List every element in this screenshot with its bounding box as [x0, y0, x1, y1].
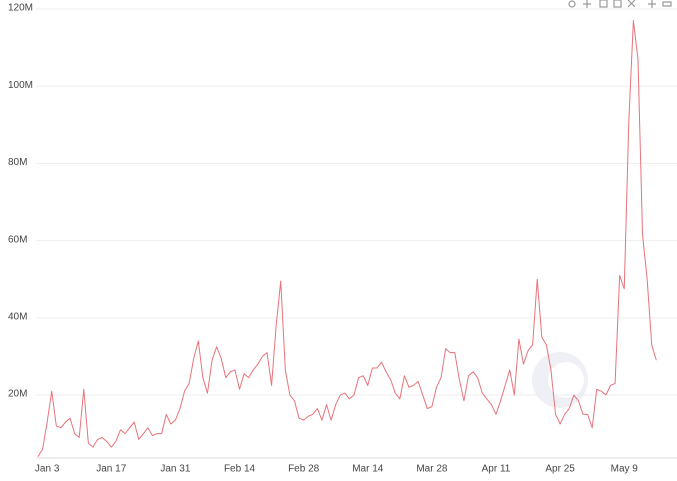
y-tick-label: 20M [8, 389, 27, 400]
zoom-out-icon[interactable] [613, 0, 622, 8]
reset-icon[interactable] [627, 0, 636, 8]
line-series [37, 20, 657, 458]
grid: 20M 40M 60M 80M 100M 120M Jan 3 Jan 17 Jan 31 Feb… [8, 3, 677, 475]
select-icon[interactable] [648, 0, 656, 8]
pan-icon[interactable] [583, 0, 591, 8]
plot [37, 20, 657, 458]
menu-icon[interactable] [662, 1, 672, 7]
watermark [532, 352, 588, 408]
y-tick-label: 40M [8, 311, 27, 322]
y-tick-label: 120M [8, 3, 33, 14]
toolbar [568, 0, 672, 8]
x-tick-label: Feb 28 [288, 464, 320, 475]
x-tick-label: May 9 [611, 464, 639, 475]
x-tick-label: Mar 14 [352, 464, 384, 475]
y-tick-label: 100M [8, 80, 33, 91]
x-tick-label: Jan 3 [35, 464, 60, 475]
x-tick-label: Mar 28 [416, 464, 448, 475]
y-tick-label: 60M [8, 234, 27, 245]
x-tick-label: Apr 11 [482, 464, 511, 475]
y-tick-label: 80M [8, 157, 27, 168]
x-tick-label: Feb 14 [224, 464, 256, 475]
x-tick-label: Jan 17 [96, 464, 126, 475]
zoom-in-icon[interactable] [599, 0, 608, 8]
x-tick-label: Jan 31 [160, 464, 190, 475]
x-tick-label: Apr 25 [545, 464, 575, 475]
zoom-icon[interactable] [568, 0, 576, 8]
